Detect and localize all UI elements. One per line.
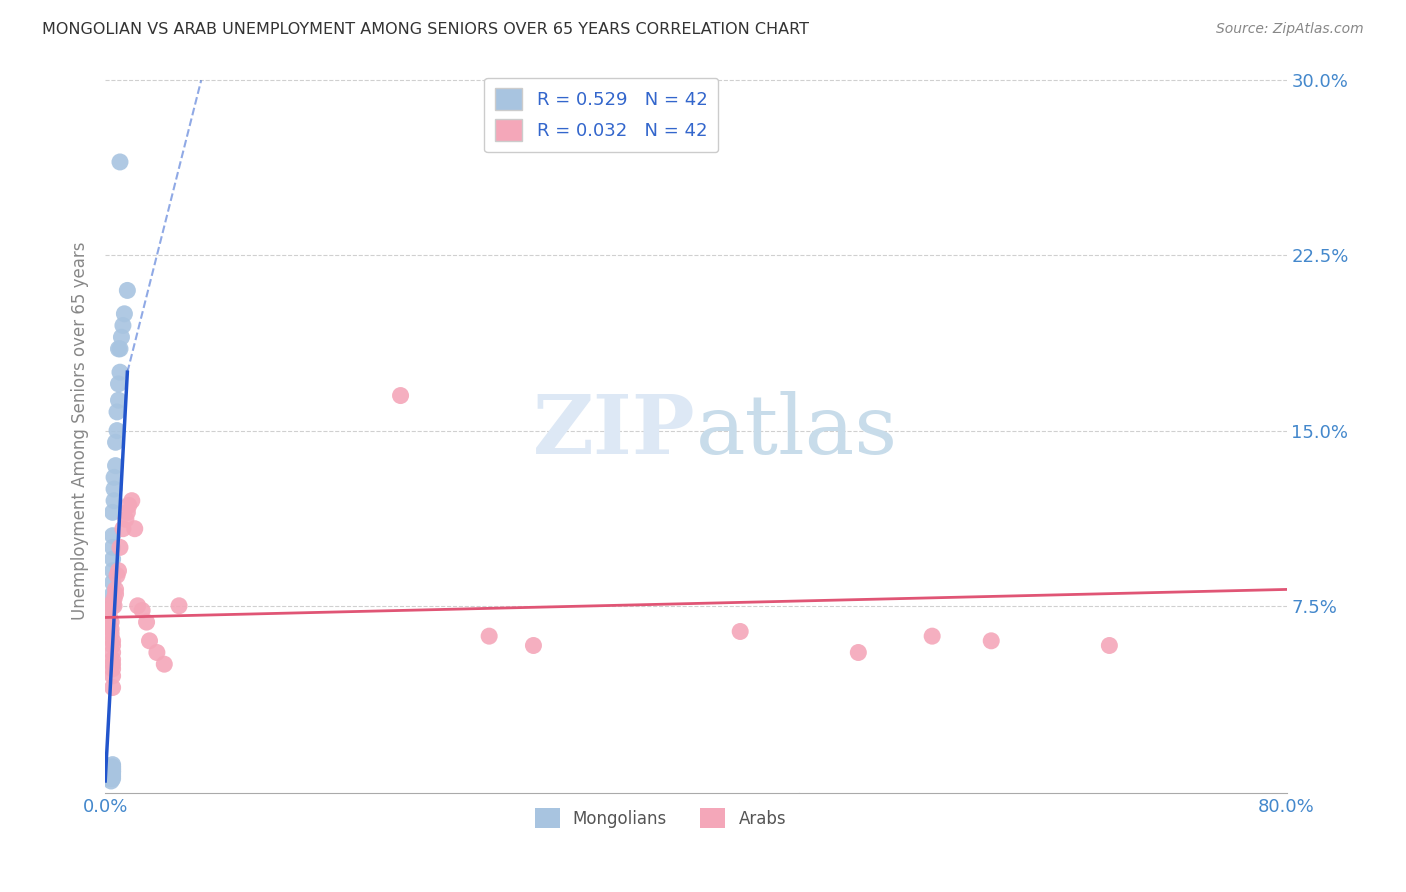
Point bbox=[101, 764, 124, 779]
Point bbox=[103, 599, 125, 613]
Point bbox=[117, 284, 139, 298]
Point bbox=[103, 470, 125, 484]
Point bbox=[105, 424, 128, 438]
Point bbox=[124, 522, 146, 536]
Point bbox=[101, 575, 124, 590]
Point bbox=[112, 307, 135, 321]
Point bbox=[104, 582, 127, 597]
Point bbox=[101, 657, 124, 672]
Point bbox=[121, 493, 143, 508]
Point bbox=[115, 512, 138, 526]
Point bbox=[101, 505, 124, 519]
Point bbox=[108, 342, 131, 356]
Point bbox=[98, 767, 121, 781]
Point bbox=[389, 388, 412, 402]
Point bbox=[107, 376, 129, 391]
Legend: Mongolians, Arabs: Mongolians, Arabs bbox=[527, 801, 793, 835]
Point bbox=[100, 767, 122, 781]
Point bbox=[108, 155, 131, 169]
Point bbox=[153, 657, 176, 672]
Point bbox=[127, 599, 149, 613]
Text: ZIP: ZIP bbox=[533, 391, 696, 471]
Point bbox=[100, 769, 122, 783]
Point bbox=[101, 767, 124, 781]
Point bbox=[104, 435, 127, 450]
Y-axis label: Unemployment Among Seniors over 65 years: Unemployment Among Seniors over 65 years bbox=[72, 242, 89, 620]
Point bbox=[101, 646, 124, 660]
Point bbox=[98, 772, 121, 786]
Point bbox=[104, 458, 127, 473]
Point bbox=[101, 564, 124, 578]
Point bbox=[138, 633, 160, 648]
Point bbox=[111, 318, 134, 333]
Point bbox=[110, 330, 132, 344]
Point bbox=[108, 541, 131, 555]
Point bbox=[921, 629, 943, 643]
Point bbox=[980, 633, 1002, 648]
Point bbox=[101, 587, 124, 601]
Point bbox=[97, 599, 120, 613]
Point bbox=[167, 599, 190, 613]
Text: MONGOLIAN VS ARAB UNEMPLOYMENT AMONG SENIORS OVER 65 YEARS CORRELATION CHART: MONGOLIAN VS ARAB UNEMPLOYMENT AMONG SEN… bbox=[42, 22, 810, 37]
Point bbox=[100, 774, 122, 789]
Point bbox=[101, 762, 124, 776]
Point bbox=[101, 597, 124, 611]
Point bbox=[1098, 639, 1121, 653]
Point bbox=[105, 405, 128, 419]
Point bbox=[478, 629, 501, 643]
Point bbox=[101, 599, 124, 613]
Point bbox=[101, 529, 124, 543]
Point bbox=[101, 633, 124, 648]
Point bbox=[101, 772, 124, 786]
Point bbox=[97, 769, 120, 783]
Point bbox=[135, 615, 157, 629]
Point bbox=[107, 342, 129, 356]
Point bbox=[101, 760, 124, 774]
Point bbox=[131, 603, 153, 617]
Point bbox=[118, 499, 141, 513]
Point bbox=[101, 652, 124, 666]
Point bbox=[101, 552, 124, 566]
Point bbox=[101, 669, 124, 683]
Text: Source: ZipAtlas.com: Source: ZipAtlas.com bbox=[1216, 22, 1364, 37]
Point bbox=[101, 764, 124, 779]
Point bbox=[98, 610, 121, 624]
Point bbox=[522, 639, 544, 653]
Point bbox=[101, 639, 124, 653]
Point bbox=[117, 505, 139, 519]
Point bbox=[100, 615, 122, 629]
Point bbox=[100, 622, 122, 636]
Point bbox=[104, 587, 127, 601]
Point bbox=[101, 757, 124, 772]
Point bbox=[101, 681, 124, 695]
Point bbox=[105, 568, 128, 582]
Point bbox=[101, 541, 124, 555]
Point bbox=[100, 627, 122, 641]
Point bbox=[107, 564, 129, 578]
Point bbox=[107, 393, 129, 408]
Point bbox=[146, 646, 169, 660]
Point bbox=[108, 365, 131, 379]
Point bbox=[103, 591, 125, 606]
Point bbox=[846, 646, 869, 660]
Text: atlas: atlas bbox=[696, 391, 898, 471]
Point bbox=[101, 760, 124, 774]
Point bbox=[101, 662, 124, 676]
Point bbox=[728, 624, 751, 639]
Point bbox=[103, 482, 125, 496]
Point bbox=[98, 603, 121, 617]
Point bbox=[101, 769, 124, 783]
Point bbox=[101, 762, 124, 776]
Point bbox=[111, 522, 134, 536]
Point bbox=[103, 493, 125, 508]
